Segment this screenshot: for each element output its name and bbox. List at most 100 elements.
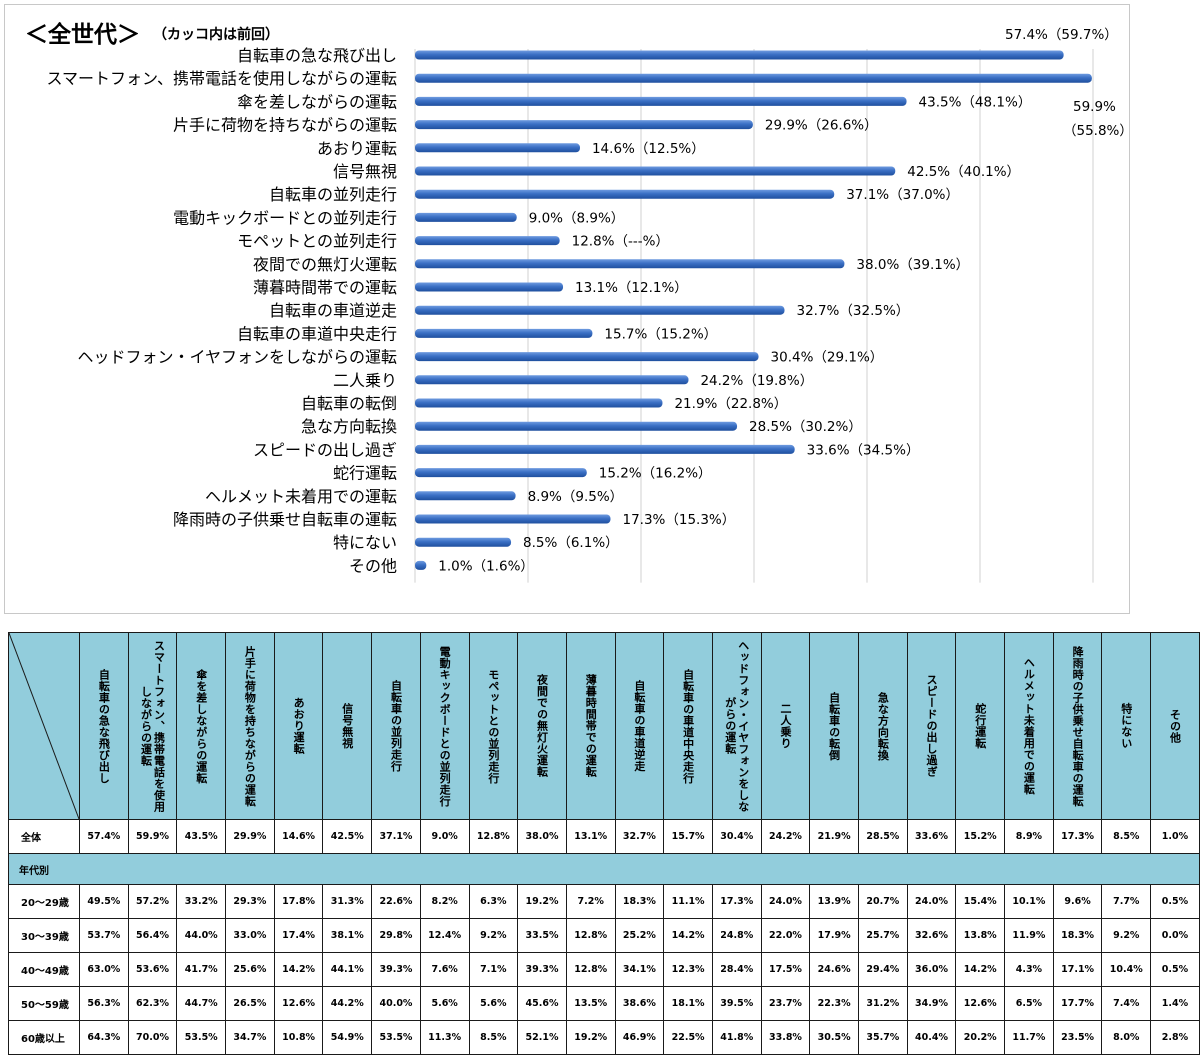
category-label: その他 (349, 556, 397, 575)
category-label: 自転車の並列走行 (269, 185, 397, 204)
table-cell: 11.3% (419, 1020, 470, 1055)
table-cell: 15.4% (955, 884, 1006, 919)
category-label: 片手に荷物を持ちながらの運転 (173, 116, 397, 135)
table-cell: 10.8% (273, 1020, 324, 1055)
table-cell: 33.8% (760, 1020, 811, 1055)
table-cell: 40.4% (906, 1020, 957, 1055)
table-cell: 12.3% (663, 952, 713, 987)
table-cell: 17.3% (711, 884, 762, 919)
category-label: 蛇行運転 (333, 464, 397, 483)
table-cell: 17.8% (273, 884, 324, 919)
value-label: 14.6%（12.5%） (592, 141, 705, 157)
table-cell: 56.3% (79, 986, 129, 1021)
value-label: 17.3%（15.3%） (622, 512, 735, 528)
table-cell: 5.6% (419, 986, 470, 1021)
bar (415, 421, 738, 431)
table-cell: 20.7% (858, 884, 908, 919)
table-cell: 18.3% (614, 884, 665, 919)
column-header: ヘッドフォン・イヤフォンをしながらの運転 (711, 632, 762, 820)
table-cell: 44.0% (176, 918, 227, 953)
table-cell: 29.9% (225, 819, 275, 854)
column-header: 薄暮時間帯での運転 (565, 632, 616, 820)
column-header: 自転車の車道中央走行 (663, 632, 713, 820)
table-cell: 15.2% (955, 819, 1006, 854)
table-cell: 70.0% (127, 1020, 178, 1055)
category-label: 特にない (333, 533, 397, 552)
table-cell: 12.6% (955, 986, 1006, 1021)
value-label: 13.1%（12.1%） (575, 280, 688, 296)
column-header: 二人乗り (760, 632, 811, 820)
table-cell: 38.0% (517, 819, 567, 854)
category-label: 降雨時の子供乗せ自転車の運転 (173, 510, 397, 529)
category-label: 薄暮時間帯での運転 (253, 278, 397, 297)
category-label: モペットとの並列走行 (237, 232, 397, 251)
table-cell: 8.0% (1101, 1020, 1152, 1055)
row-label: 20～29歳 (8, 884, 80, 919)
table-cell: 56.4% (127, 918, 178, 953)
table-cell: 23.7% (760, 986, 811, 1021)
category-label: 二人乗り (333, 371, 397, 390)
bar (415, 537, 512, 547)
table-cell: 45.6% (517, 986, 567, 1021)
column-header: スマートフォン、携帯電話を使用しながらの運転 (127, 632, 178, 820)
table-cell: 57.4% (79, 819, 129, 854)
table-cell: 53.6% (127, 952, 178, 987)
table-cell: 59.9% (127, 819, 178, 854)
table-cell: 17.4% (273, 918, 324, 953)
table-cell: 15.7% (663, 819, 713, 854)
category-label: 急な方向転換 (301, 417, 397, 436)
table-row: 60歳以上 64.3% 70.0% 53.5% 34.7% 10.8% 54.9% 53.5%… (8, 1020, 1200, 1055)
bar (415, 120, 753, 130)
category-label: 自転車の急な飛び出し (237, 46, 397, 65)
bar (415, 50, 1064, 60)
table-cell: 22.3% (809, 986, 859, 1021)
table-cell: 30.5% (809, 1020, 859, 1055)
table-cell: 33.2% (176, 884, 227, 919)
table-cell: 29.4% (858, 952, 908, 987)
bar (415, 96, 907, 106)
value-label: 59.9% (1073, 99, 1116, 115)
table-cell: 22.0% (760, 918, 811, 953)
value-label: 30.4%（29.1%） (771, 350, 884, 366)
age-breakdown-table: 自転車の急な飛び出し スマートフォン、携帯電話を使用しながらの運転 傘を差しながらの… (8, 632, 1200, 1055)
bars (415, 50, 1092, 570)
table-cell: 4.3% (1004, 952, 1054, 987)
value-label: 8.9%（9.5%） (528, 489, 624, 505)
table-row: 40～49歳 63.0% 53.6% 41.7% 25.6% 14.2% 44.1% 39.3… (8, 952, 1200, 987)
table-cell: 19.2% (517, 884, 567, 919)
table-cell: 11.1% (663, 884, 713, 919)
bar (415, 328, 593, 338)
table-cell: 20.2% (955, 1020, 1006, 1055)
bar (415, 282, 564, 292)
value-label: 12.8%（---%） (572, 234, 669, 250)
table-cell: 13.5% (565, 986, 616, 1021)
bar (415, 143, 580, 153)
bar (415, 212, 517, 222)
table-cell: 6.3% (468, 884, 519, 919)
table-cell: 42.5% (322, 819, 373, 854)
category-label: 夜間での無灯火運転 (253, 255, 397, 274)
table-cell: 8.5% (1101, 819, 1152, 854)
bar (415, 259, 845, 269)
table-row: 50～59歳 56.3% 62.3% 44.7% 26.5% 12.6% 44.2% 40.0… (8, 986, 1200, 1021)
bar (415, 236, 560, 246)
value-label: 33.6%（34.5%） (807, 442, 920, 458)
table-cell: 9.2% (1101, 918, 1152, 953)
table-cell: 24.0% (760, 884, 811, 919)
table-cell: 28.5% (858, 819, 908, 854)
table-cell: 34.1% (614, 952, 665, 987)
column-header: 片手に荷物を持ちながらの運転 (225, 632, 275, 820)
table-cell: 12.8% (565, 918, 616, 953)
category-label: 自転車の転倒 (301, 394, 397, 413)
table-cell: 39.5% (711, 986, 762, 1021)
table-corner-cell (8, 632, 80, 820)
table-cell: 33.6% (906, 819, 957, 854)
table-cell: 7.4% (1101, 986, 1152, 1021)
category-label: 傘を差しながらの運転 (237, 92, 397, 111)
table-cell: 9.0% (419, 819, 470, 854)
value-label: 37.1%（37.0%） (846, 187, 959, 203)
column-header: 急な方向転換 (858, 632, 908, 820)
bar (415, 468, 587, 478)
table-cell: 28.4% (711, 952, 762, 987)
table-cell: 17.5% (760, 952, 811, 987)
